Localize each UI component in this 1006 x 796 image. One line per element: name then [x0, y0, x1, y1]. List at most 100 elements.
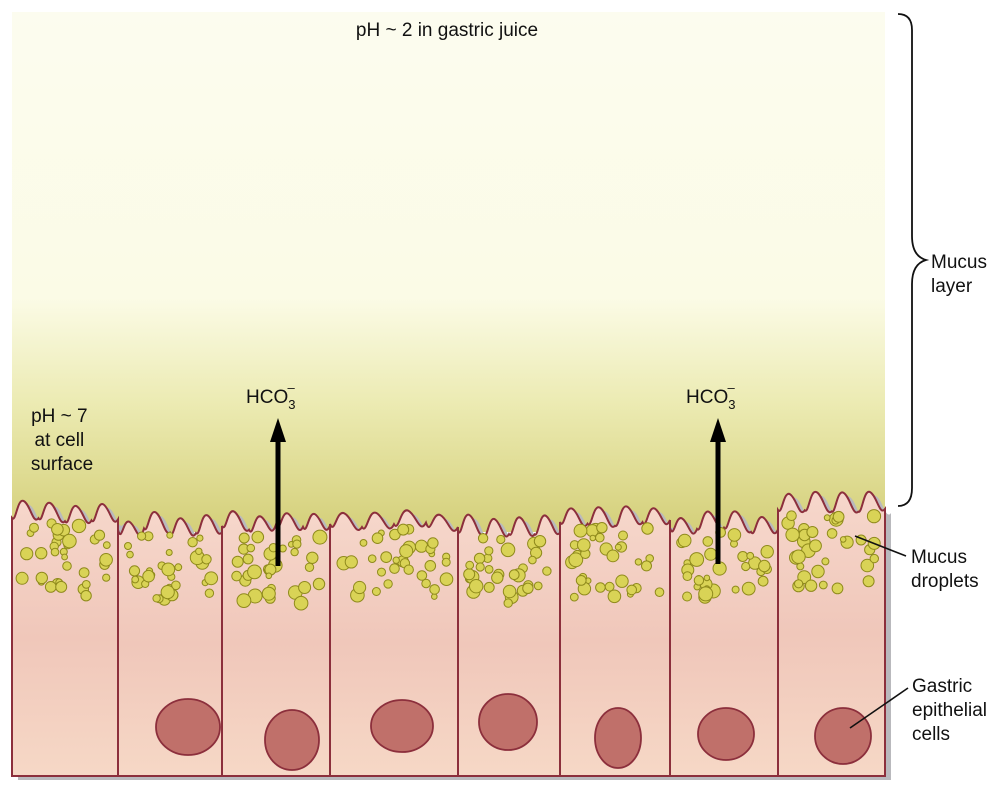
mucus-droplet	[174, 563, 183, 572]
mucus-droplet	[389, 563, 400, 574]
mucus-droplet	[491, 571, 504, 584]
mucus-droplet	[569, 592, 579, 602]
mucus-droplet	[231, 555, 244, 568]
mucus-droplet	[496, 534, 506, 545]
cell-nucleus	[594, 707, 642, 769]
mucus-droplet	[236, 593, 252, 608]
mucus-droplet	[102, 541, 111, 549]
mucus-droplet	[508, 569, 520, 581]
mucus-droplet	[81, 580, 91, 589]
mucus-droplet	[102, 573, 111, 582]
mucus-droplet	[860, 558, 875, 573]
bicarbonate-arrow-left	[270, 418, 286, 566]
cell-nucleus	[155, 698, 221, 756]
mucus-droplet	[152, 594, 161, 603]
mucus-droplet	[794, 579, 804, 589]
mucus-droplet	[595, 582, 606, 593]
mucus-droplet	[831, 582, 844, 595]
mucus-droplet	[654, 587, 665, 598]
mucus-droplet	[589, 534, 597, 542]
mucus-droplet	[312, 577, 326, 591]
mucus-droplet	[55, 580, 68, 593]
cell-nucleus	[370, 699, 434, 753]
mucus-droplet	[737, 551, 749, 562]
mucus-droplet	[484, 546, 494, 556]
mucus-droplet	[693, 575, 705, 586]
mucus-droplet	[344, 555, 358, 569]
mucus-droplet	[246, 543, 256, 553]
mucus-droplet	[137, 531, 147, 541]
mucus-droplet	[403, 564, 414, 575]
mucus-droplet	[292, 539, 302, 549]
mucus-droplet	[99, 553, 113, 567]
mucus-droplet	[261, 586, 276, 601]
mucus-droplet	[826, 528, 838, 539]
mucus-droplet	[62, 561, 72, 571]
mucus-droplet	[421, 578, 431, 589]
epithelial-cell-row	[11, 490, 891, 780]
mucus-droplet	[126, 550, 134, 559]
mucus-droplet	[61, 553, 68, 561]
mucus-droplet	[522, 582, 534, 594]
mucus-droplet	[465, 560, 475, 570]
mucus-droplet	[869, 553, 879, 564]
mucus-droplet	[533, 535, 547, 548]
mucus-droplet	[290, 547, 299, 557]
mucus-droplet	[78, 567, 90, 578]
mucus-droplet	[760, 545, 774, 559]
mucus-droplet	[483, 581, 495, 593]
mucus-droplet	[473, 552, 486, 565]
mucus-droplet	[424, 560, 437, 572]
mucus-droplet	[204, 571, 219, 586]
mucus-droplet	[596, 522, 608, 534]
mucus-droplet	[682, 571, 693, 581]
mucus-droplet	[142, 569, 155, 583]
mucus-droplet	[500, 542, 516, 558]
mucus-droplet	[477, 533, 489, 544]
mucus-droplet	[703, 574, 711, 582]
mucus-droplet	[502, 584, 517, 599]
mucus-droplet	[93, 529, 106, 541]
mucus-droplet	[626, 584, 638, 596]
mucus-droplet	[528, 555, 537, 565]
mucus-droplet	[607, 589, 622, 604]
epithelial-cell	[777, 490, 886, 777]
mucus-droplet	[575, 575, 587, 586]
mucus-droplet	[503, 598, 513, 608]
mucus-droplet	[293, 595, 309, 611]
mucus-droplet	[682, 591, 693, 602]
mucus-droplet	[44, 581, 57, 593]
epithelial-cells-label: Gastric epithelial cells	[912, 676, 992, 745]
epithelial-cell	[559, 505, 671, 777]
mucus-droplet	[741, 561, 751, 572]
mucus-droplet	[416, 570, 428, 581]
cell-nucleus	[814, 707, 872, 765]
mucus-droplet	[392, 556, 400, 564]
mucus-droplet	[371, 587, 381, 596]
cell-nucleus	[478, 693, 538, 751]
mucus-droplet	[204, 588, 215, 598]
mucus-droplet	[785, 527, 800, 542]
mucus-droplet	[821, 557, 830, 566]
mucus-droplets-label: Mucus droplets	[911, 547, 979, 592]
cell-nucleus	[264, 709, 320, 771]
mucus-droplet	[195, 547, 203, 555]
mucus-droplet	[811, 564, 825, 579]
epithelial-cell	[11, 499, 119, 777]
mucus-droplet	[51, 523, 64, 536]
mucus-droplet	[377, 567, 386, 577]
mucus-droplet	[165, 549, 173, 556]
bicarbonate-label-right: HCO3–	[686, 380, 735, 412]
mucus-droplet	[187, 537, 198, 548]
mucus-droplet	[839, 536, 847, 543]
mucus-droplet	[731, 585, 740, 594]
mucus-droplet	[238, 532, 250, 544]
mucus-droplet	[866, 509, 882, 524]
mucus-layer-brace	[897, 13, 930, 507]
mucus-droplet	[791, 549, 806, 564]
mucus-droplet	[746, 551, 755, 560]
mucus-droplet	[727, 528, 742, 542]
mucus-layer-label: Mucus layer	[931, 252, 992, 297]
mucus-droplet	[757, 575, 769, 587]
